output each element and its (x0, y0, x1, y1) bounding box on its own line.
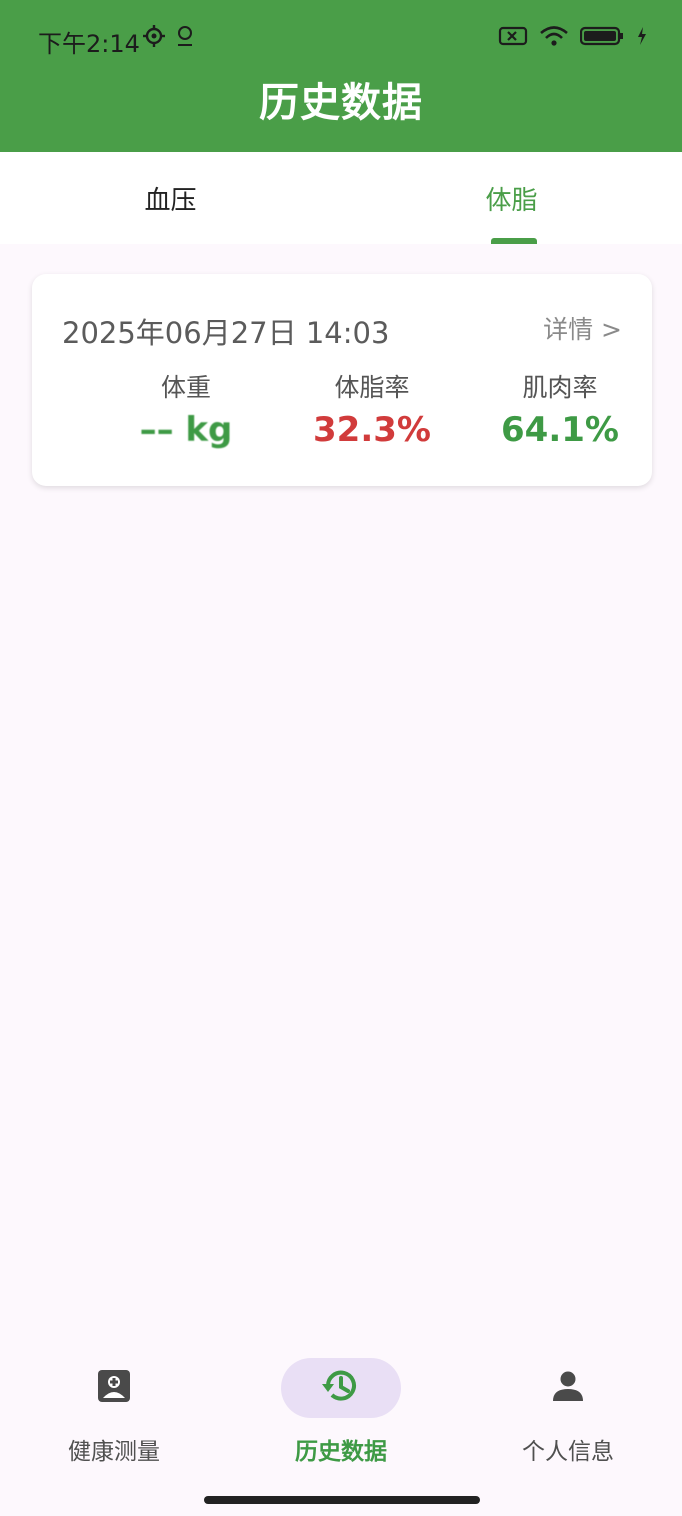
settings-gear-icon (142, 24, 166, 52)
detail-link[interactable]: 详情 > (543, 315, 622, 344)
tab-bar: 血压 体脂 (0, 152, 682, 244)
nav-label: 历史数据 (295, 1439, 387, 1465)
history-icon (320, 1365, 362, 1411)
nav-item-profile[interactable]: 个人信息 (468, 1358, 668, 1466)
status-time: 下午2:14 (38, 30, 140, 58)
nav-item-health-measure[interactable]: 健康测量 (14, 1358, 214, 1466)
battery-icon (579, 24, 626, 52)
location-pin-icon (174, 24, 196, 52)
metric-value: –– kg (139, 410, 233, 450)
record-card[interactable]: 2025年06月27日 14:03 详情 > 体重 –– kg 体脂率 32.3… (32, 274, 652, 486)
metric-weight: 体重 –– kg (86, 368, 286, 450)
health-measure-icon (95, 1367, 133, 1409)
status-left-icons (142, 24, 196, 52)
nav-label: 健康测量 (68, 1439, 160, 1465)
nav-icon-container (54, 1358, 174, 1418)
record-date: 2025年06月27日 14:03 (62, 316, 390, 350)
metric-body-fat: 体脂率 32.3% (272, 368, 472, 450)
wifi-icon (538, 24, 570, 52)
tab-label: 体脂 (485, 185, 538, 216)
metric-label: 体重 (160, 373, 211, 402)
metric-value: 32.3% (313, 410, 431, 450)
metric-value: 64.1% (501, 410, 619, 450)
metric-label: 体脂率 (334, 373, 410, 402)
nav-item-history[interactable]: 历史数据 (241, 1358, 441, 1466)
nav-label: 个人信息 (522, 1439, 614, 1465)
tab-body-fat[interactable]: 体脂 (341, 152, 682, 244)
nav-icon-container (508, 1358, 628, 1418)
person-icon (550, 1368, 586, 1408)
metric-label: 肌肉率 (522, 373, 598, 402)
tab-blood-pressure[interactable]: 血压 (0, 152, 341, 244)
sim-off-icon (498, 24, 528, 52)
bottom-navigation: 健康测量 历史数据 个人信息 (0, 1340, 682, 1516)
nav-icon-container (281, 1358, 401, 1418)
tab-active-indicator (491, 238, 537, 244)
home-indicator[interactable] (204, 1496, 480, 1504)
tab-label: 血压 (144, 185, 197, 216)
page-title: 历史数据 (259, 80, 423, 126)
charging-bolt-icon (636, 24, 648, 52)
metric-muscle: 肌肉率 64.1% (460, 368, 660, 450)
status-right-icons (498, 24, 648, 52)
app-header: 下午2:14 历史数据 (0, 0, 682, 152)
